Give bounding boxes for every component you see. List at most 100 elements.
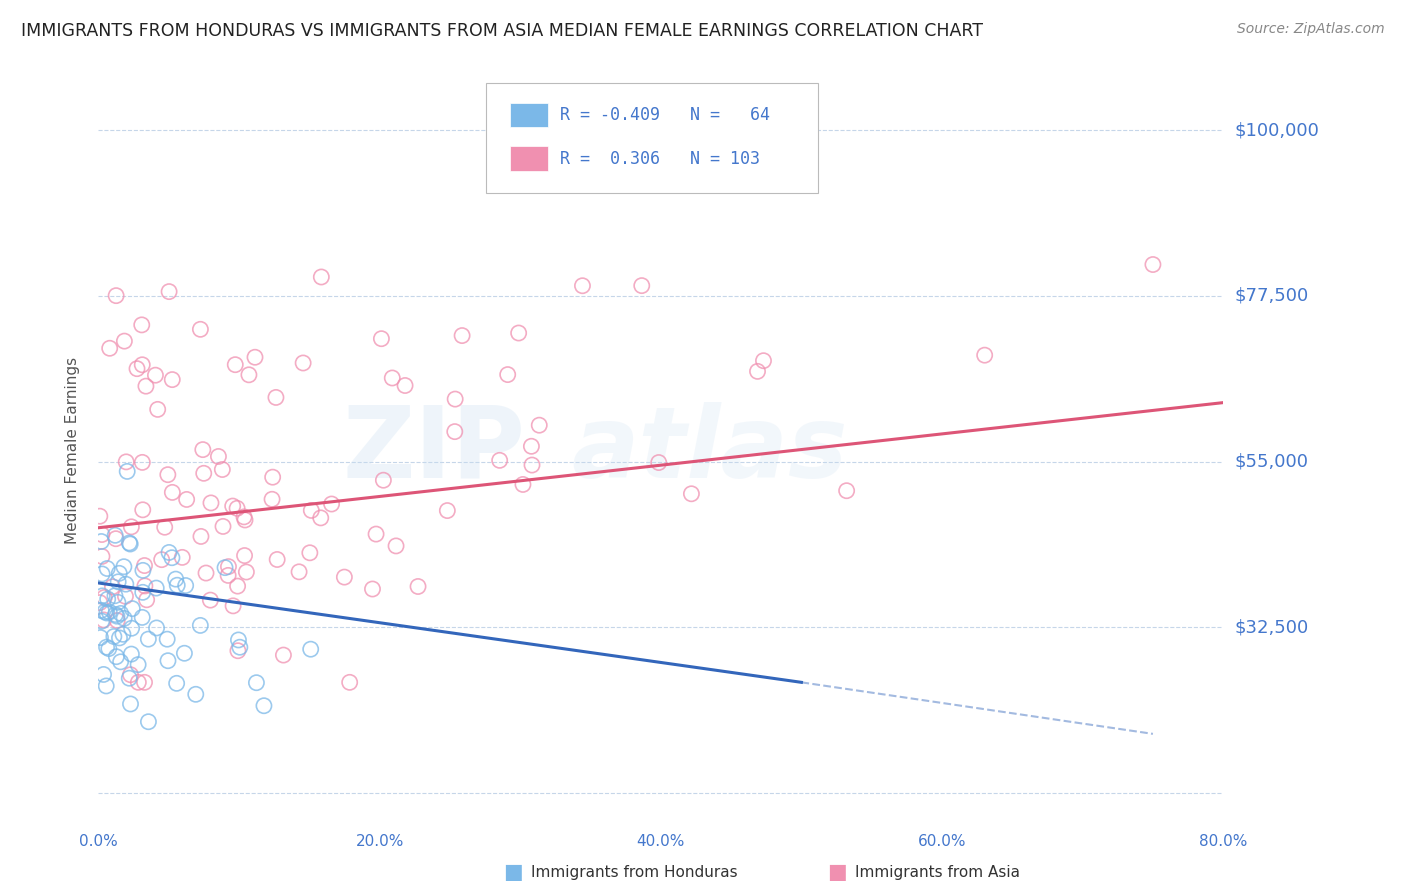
Text: Immigrants from Asia: Immigrants from Asia (855, 865, 1019, 880)
Point (114, 589, 136, 603)
Point (120, 520, 142, 534)
Point (162, 485, 184, 500)
Point (114, 577, 136, 591)
Point (120, 537, 142, 551)
Point (153, 520, 176, 534)
Point (238, 368, 260, 382)
Point (132, 585, 155, 599)
Point (120, 697, 142, 711)
Point (752, 353, 775, 368)
Point (233, 513, 256, 527)
Point (115, 455, 138, 469)
Point (110, 607, 132, 621)
Point (195, 566, 218, 580)
Point (93, 591, 115, 605)
Point (520, 458, 543, 472)
Point (173, 646, 195, 660)
Point (648, 456, 671, 470)
Point (93, 667, 115, 681)
Point (188, 618, 211, 632)
Point (333, 570, 356, 584)
Point (520, 439, 543, 453)
Point (488, 453, 510, 467)
Point (176, 492, 198, 507)
Point (406, 579, 429, 593)
Point (150, 552, 173, 566)
FancyBboxPatch shape (510, 146, 548, 170)
Point (226, 644, 249, 658)
Point (451, 328, 474, 343)
Text: R =  0.306   N = 103: R = 0.306 N = 103 (560, 150, 759, 168)
Point (134, 675, 156, 690)
Point (91, 566, 114, 581)
Point (207, 450, 229, 464)
Point (156, 467, 179, 482)
Point (165, 572, 187, 586)
Text: Immigrants from Honduras: Immigrants from Honduras (531, 865, 738, 880)
Text: $100,000: $100,000 (1234, 121, 1319, 139)
Text: Source: ZipAtlas.com: Source: ZipAtlas.com (1237, 22, 1385, 37)
Point (224, 358, 246, 372)
Point (112, 611, 135, 625)
Point (98, 341, 121, 355)
Point (162, 373, 184, 387)
Point (112, 559, 135, 574)
Point (90, 527, 112, 541)
Point (145, 621, 167, 635)
Point (200, 496, 222, 510)
Point (121, 621, 143, 635)
Point (321, 497, 343, 511)
Point (118, 536, 141, 550)
Point (444, 392, 467, 406)
Point (339, 675, 361, 690)
Text: atlas: atlas (571, 402, 848, 499)
Point (184, 687, 207, 701)
Point (89, 596, 111, 610)
Point (973, 348, 995, 362)
Point (104, 607, 127, 622)
Point (299, 642, 322, 657)
Point (96, 679, 118, 693)
Point (264, 391, 287, 405)
Point (309, 511, 332, 525)
Point (131, 358, 153, 372)
Point (191, 442, 214, 457)
Point (105, 288, 128, 302)
Point (121, 601, 143, 615)
Point (364, 527, 387, 541)
Text: R = -0.409   N =   64: R = -0.409 N = 64 (560, 106, 769, 124)
Point (138, 632, 160, 646)
Point (96, 561, 118, 575)
Point (190, 529, 212, 543)
FancyBboxPatch shape (510, 103, 548, 128)
Point (222, 599, 245, 613)
Point (134, 579, 156, 593)
Point (111, 627, 134, 641)
Point (630, 278, 652, 293)
Point (299, 503, 322, 517)
Point (394, 378, 416, 392)
Y-axis label: Median Female Earnings: Median Female Earnings (65, 357, 80, 544)
Point (145, 581, 167, 595)
Point (138, 714, 160, 729)
Point (243, 351, 266, 365)
Point (105, 609, 128, 624)
Point (373, 473, 395, 487)
Text: ■: ■ (827, 863, 846, 882)
Point (681, 487, 703, 501)
Point (112, 334, 135, 348)
Point (132, 563, 155, 577)
Point (135, 592, 157, 607)
Point (96, 606, 118, 620)
Point (104, 532, 127, 546)
Point (172, 550, 194, 565)
Point (385, 539, 408, 553)
Point (156, 654, 179, 668)
Point (190, 322, 212, 336)
FancyBboxPatch shape (486, 83, 818, 193)
Point (91, 549, 114, 564)
Point (104, 528, 127, 542)
Point (1142, 258, 1164, 272)
Point (166, 578, 188, 592)
Point (107, 595, 129, 609)
